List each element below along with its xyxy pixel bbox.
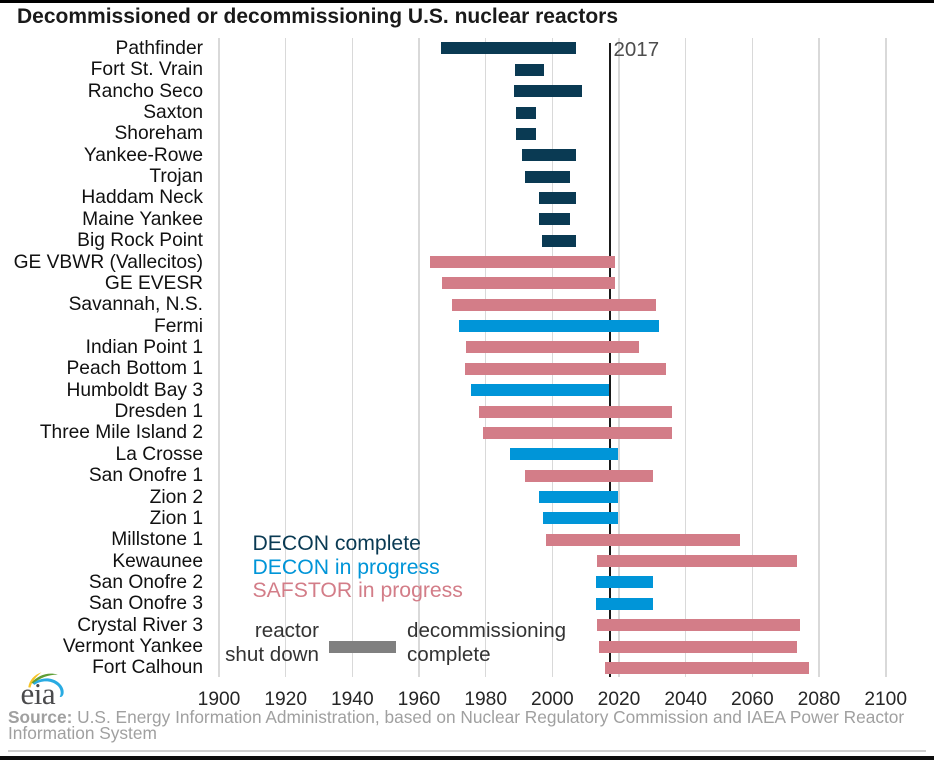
- svg-text:eia: eia: [21, 676, 56, 710]
